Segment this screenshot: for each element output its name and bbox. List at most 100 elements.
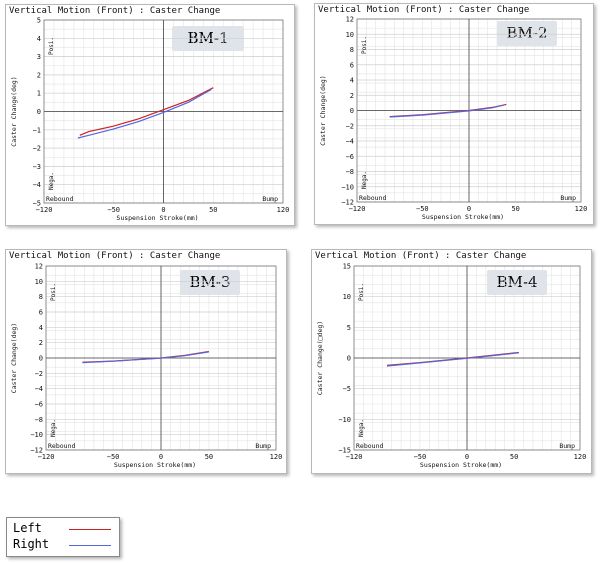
rebound-label: Rebound bbox=[46, 195, 73, 203]
x-tick-label: 0 bbox=[161, 206, 165, 214]
y-tick-label: 2 bbox=[350, 92, 354, 100]
y-tick-label: 12 bbox=[346, 16, 354, 24]
y-tick-label: −3 bbox=[33, 163, 41, 171]
rebound-label: Rebound bbox=[48, 442, 75, 450]
x-axis-label: Suspension Stroke(mm) bbox=[420, 461, 502, 469]
rebound-label: Rebound bbox=[356, 442, 383, 450]
y-tick-label: 2 bbox=[39, 339, 43, 347]
y-tick-label: −2 bbox=[33, 145, 41, 153]
x-tick-label: 50 bbox=[511, 205, 519, 213]
rebound-label: Rebound bbox=[359, 194, 386, 202]
y-tick-label: 0 bbox=[37, 108, 41, 116]
y-tick-label: −12 bbox=[30, 447, 43, 455]
y-tick-label: 12 bbox=[35, 263, 43, 271]
nega-label: Nega. bbox=[361, 171, 368, 189]
legend-swatch-right bbox=[69, 545, 111, 546]
x-tick-label: 0 bbox=[467, 205, 471, 213]
x-tick-label: 50 bbox=[205, 453, 213, 461]
posi-label: Posi. bbox=[361, 36, 368, 54]
y-tick-label: −6 bbox=[35, 401, 43, 409]
chart-title: Vertical Motion (Front) : Caster Change bbox=[315, 251, 527, 261]
y-tick-label: 4 bbox=[39, 324, 43, 332]
y-tick-label: −10 bbox=[341, 183, 354, 191]
y-tick-label: −1 bbox=[33, 126, 41, 134]
series-line-right bbox=[389, 104, 504, 118]
x-tick-label: 50 bbox=[510, 453, 518, 461]
chart-panel-bm2: Vertical Motion (Front) : Caster Change … bbox=[314, 3, 594, 225]
y-tick-label: 6 bbox=[350, 61, 354, 69]
x-axis-label: Suspension Stroke(mm) bbox=[422, 213, 504, 221]
x-tick-label: 120 bbox=[270, 453, 283, 461]
chart-title: Vertical Motion (Front) : Caster Change bbox=[318, 5, 530, 15]
posi-label: Posi. bbox=[50, 283, 57, 301]
y-tick-label: −4 bbox=[33, 181, 41, 189]
x-tick-label: 50 bbox=[209, 206, 217, 214]
y-axis-label: Caster Change(deg) bbox=[319, 75, 327, 145]
legend-swatch-left bbox=[69, 529, 111, 530]
y-tick-label: −8 bbox=[346, 168, 354, 176]
chart-title: Vertical Motion (Front) : Caster Change bbox=[9, 6, 221, 16]
chart-svg: −12 −10 −8 −6 −4 −2 0 2 4 6 8 10 12 −120 −50 0 50 120 Susp… bbox=[319, 16, 588, 222]
x-axis-label: Suspension Stroke(mm) bbox=[116, 214, 198, 222]
legend-label-left: Left bbox=[13, 521, 42, 535]
x-axis-label: Suspension Stroke(mm) bbox=[114, 461, 196, 469]
posi-label: Posi. bbox=[48, 37, 55, 55]
y-tick-label: 15 bbox=[343, 263, 351, 271]
x-tick-label: −120 bbox=[36, 206, 53, 214]
y-axis-label: Caster Change(deg) bbox=[10, 323, 18, 393]
y-tick-label: 3 bbox=[37, 53, 41, 61]
x-tick-label: 0 bbox=[159, 453, 163, 461]
y-tick-label: −8 bbox=[35, 416, 43, 424]
x-tick-label: 120 bbox=[575, 205, 588, 213]
y-tick-label: −4 bbox=[35, 385, 43, 393]
y-tick-label: 8 bbox=[350, 46, 354, 54]
y-axis-label: Caster Change(□deg) bbox=[316, 321, 324, 395]
legend-label-right: Right bbox=[13, 537, 50, 551]
y-tick-label: 0 bbox=[350, 107, 354, 115]
bump-label: Bump bbox=[262, 195, 278, 203]
y-tick-label: −15 bbox=[338, 447, 351, 455]
y-tick-label: 0 bbox=[347, 355, 351, 363]
chart-panel-bm4: Vertical Motion (Front) : Caster Change … bbox=[311, 249, 592, 474]
y-tick-label: 5 bbox=[347, 324, 351, 332]
bump-label: Bump bbox=[559, 442, 575, 450]
nega-label: Nega. bbox=[48, 172, 55, 190]
panel-label: BM-4 bbox=[487, 270, 547, 295]
x-tick-label: −50 bbox=[416, 205, 429, 213]
y-tick-label: 4 bbox=[350, 77, 354, 85]
posi-label: Posi. bbox=[358, 283, 365, 301]
y-tick-label: 10 bbox=[343, 293, 351, 301]
chart-svg: −12 −10 −8 −6 −4 −2 0 2 4 6 8 10 12 −120 −50 0 50 120 Susp… bbox=[10, 263, 283, 470]
y-tick-label: −12 bbox=[341, 199, 354, 207]
x-tick-label: −120 bbox=[346, 453, 363, 461]
series-line-right bbox=[82, 351, 209, 364]
y-tick-label: −10 bbox=[338, 416, 351, 424]
legend-item-left: Left bbox=[13, 521, 42, 536]
x-tick-label: −50 bbox=[414, 453, 427, 461]
y-tick-label: −5 bbox=[343, 385, 351, 393]
y-tick-label: −2 bbox=[346, 122, 354, 130]
x-tick-label: 120 bbox=[574, 453, 587, 461]
x-tick-label: 120 bbox=[277, 206, 290, 214]
y-tick-label: 2 bbox=[37, 71, 41, 79]
y-tick-label: −4 bbox=[346, 138, 354, 146]
y-tick-label: 4 bbox=[37, 35, 41, 43]
chart-title: Vertical Motion (Front) : Caster Change bbox=[9, 251, 221, 261]
y-tick-label: 8 bbox=[39, 293, 43, 301]
x-tick-label: −50 bbox=[107, 453, 120, 461]
y-tick-label: 10 bbox=[346, 31, 354, 39]
y-tick-label: 0 bbox=[39, 355, 43, 363]
y-tick-label: 1 bbox=[37, 90, 41, 98]
y-tick-label: −5 bbox=[33, 200, 41, 208]
legend-item-right: Right bbox=[13, 537, 49, 552]
y-axis-label: Caster Change(deg) bbox=[10, 76, 18, 146]
bump-label: Bump bbox=[255, 442, 271, 450]
series-line-left bbox=[79, 87, 214, 136]
x-tick-label: −120 bbox=[349, 205, 366, 213]
chart-panel-bm1: Vertical Motion (Front) : Caster Change … bbox=[5, 4, 295, 226]
nega-label: Nega. bbox=[358, 419, 365, 437]
series-line-right bbox=[386, 352, 519, 367]
x-tick-label: 0 bbox=[465, 453, 469, 461]
bump-label: Bump bbox=[560, 194, 576, 202]
